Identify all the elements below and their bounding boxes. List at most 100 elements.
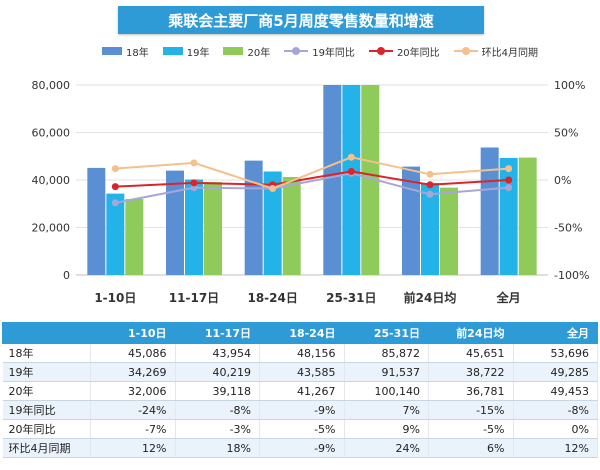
table-header-cell: 25-31日: [343, 322, 429, 344]
table-cell: -3%: [175, 419, 260, 439]
legend-item: 19年同比: [284, 44, 355, 59]
table-header-cell: [2, 322, 91, 344]
y-right-tick-label: 100%: [554, 79, 585, 92]
table-cell: 24%: [344, 438, 429, 458]
table-row: 20年同比 -7% -3% -5% 9% -5% 0%: [2, 419, 598, 439]
y-right-tick-label: -100%: [554, 269, 589, 282]
table-cell: 48,156: [259, 343, 345, 363]
legend-label: 18年: [126, 47, 149, 59]
legend-line-swatch: [453, 46, 478, 56]
table-cell: 41,267: [259, 381, 345, 401]
bar: [244, 160, 263, 275]
x-tick-label: 前24日均: [404, 290, 457, 305]
series-point: [111, 199, 119, 207]
legend-dot: [461, 47, 470, 55]
bar: [125, 198, 144, 275]
bar: [106, 193, 125, 275]
legend-bar-swatch: [223, 47, 244, 55]
table-cell: 100,140: [344, 381, 429, 401]
table-cell: 49,453: [513, 381, 598, 401]
x-tick-label: 全月: [496, 290, 521, 305]
table-row-label: 19年: [2, 362, 91, 382]
bar: [87, 167, 106, 275]
series-point: [190, 179, 198, 187]
legend-item: 19年: [162, 44, 209, 59]
table-cell: 6%: [428, 438, 514, 458]
bar: [204, 182, 222, 275]
table-cell: 12%: [90, 438, 176, 458]
series-point: [347, 167, 355, 175]
legend-bar-swatch: [102, 47, 122, 55]
bar: [263, 171, 282, 275]
legend-label: 20年同比: [396, 47, 440, 59]
table-cell: 91,537: [344, 362, 429, 382]
series-point: [190, 159, 198, 167]
legend-item: 20年: [223, 44, 270, 59]
bar: [282, 176, 301, 275]
series-line: [115, 156, 509, 190]
series-point: [269, 185, 277, 193]
table-cell: -7%: [90, 419, 176, 439]
table-cell: 85,872: [344, 343, 429, 363]
table-row: 19年 34,269 40,219 43,585 91,537 38,722 49,285: [2, 362, 598, 382]
legend-item: 环比4月同期: [453, 44, 539, 59]
table-row-label: 18年: [2, 343, 91, 363]
series-point: [426, 190, 434, 198]
legend-dot: [376, 47, 385, 55]
bar: [499, 157, 518, 275]
series-point: [505, 184, 513, 192]
table-cell: 7%: [344, 400, 429, 420]
table-row-label: 20年: [2, 381, 91, 401]
series-line: [115, 170, 509, 188]
table-cell: 45,086: [90, 343, 176, 363]
table-cell: -8%: [175, 400, 260, 420]
y-left-tick-label: 60,000: [32, 127, 71, 140]
table-row: 18年 45,086 43,954 48,156 85,872 45,651 53,696: [2, 343, 598, 363]
table-header-cell: 全月: [512, 322, 598, 344]
bar: [440, 187, 458, 275]
table-cell: 9%: [344, 419, 429, 439]
legend-item: 20年同比: [368, 44, 440, 59]
y-left-tick-label: 0: [63, 269, 70, 282]
legend-label: 环比4月同期: [481, 47, 539, 59]
table-cell: 38,722: [428, 362, 514, 382]
legend-bar-swatch: [162, 47, 183, 55]
table-cell: 12%: [513, 438, 598, 458]
bar: [323, 85, 342, 275]
y-right-tick-label: 50%: [554, 127, 578, 140]
table-cell: 0%: [513, 419, 598, 439]
table-cell: 36,781: [428, 381, 514, 401]
bar: [421, 183, 439, 275]
table-header-row: 1-10日 11-17日 18-24日 25-31日 前24日均 全月: [2, 322, 598, 344]
table-cell: -15%: [428, 400, 514, 420]
series-point: [426, 181, 434, 189]
table-cell: 43,585: [259, 362, 345, 382]
table-cell: -8%: [513, 400, 598, 420]
table-row: 19年同比 -24% -8% -9% 7% -15% -8%: [2, 400, 598, 420]
table-cell: -24%: [90, 400, 176, 420]
series-point: [111, 183, 119, 191]
series-point: [426, 170, 434, 178]
table-row-label: 20年同比: [2, 419, 91, 439]
series-line: [115, 172, 509, 204]
table-cell: 40,219: [175, 362, 260, 382]
bar: [166, 170, 184, 275]
series-point: [505, 176, 513, 184]
chart-title: 乘联会主要厂商5月周度零售数量和增速: [118, 6, 484, 34]
table-header-cell: 11-17日: [174, 322, 260, 344]
series-point: [347, 153, 355, 161]
table-header-cell: 前24日均: [428, 322, 514, 344]
table-cell: -9%: [259, 400, 345, 420]
table-cell: 34,269: [90, 362, 176, 382]
table-row-label: 19年同比: [2, 400, 91, 420]
table-cell: -5%: [259, 419, 345, 439]
chart-legend: 18年 19年 20年 19年同比 20年同比 环比4月同期: [102, 42, 600, 60]
y-left-tick-label: 40,000: [32, 174, 71, 187]
x-tick-label: 18-24日: [247, 291, 297, 305]
table-cell: 43,954: [175, 343, 260, 363]
legend-line-swatch: [284, 46, 309, 56]
table-row-label: 环比4月同期: [2, 438, 91, 458]
bar: [185, 179, 203, 275]
legend-label: 19年同比: [312, 47, 355, 59]
